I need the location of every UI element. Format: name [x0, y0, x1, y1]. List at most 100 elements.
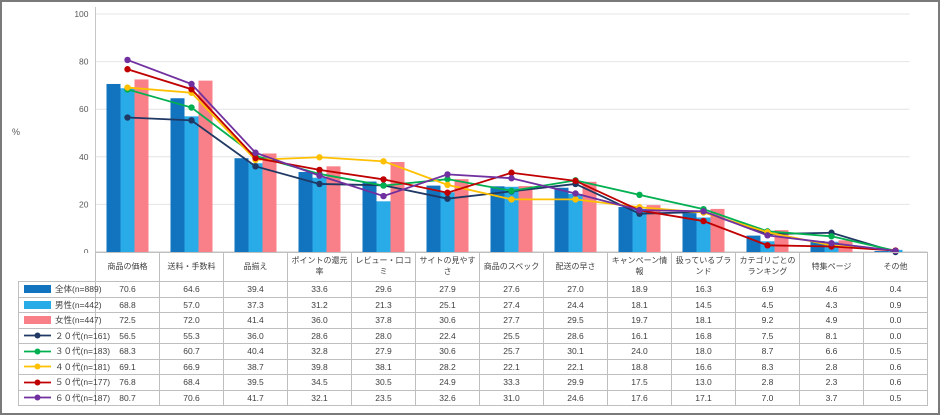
bar-0-5 [426, 185, 441, 252]
value-cell-4-9: 18.0 [671, 343, 736, 360]
column-header-9: 扱っているブランド [671, 252, 736, 282]
value-cell-3-7: 28.6 [543, 327, 608, 344]
marker-3-10 [764, 242, 771, 249]
bar-0-9 [682, 213, 697, 252]
legend-cell-2: 女性(n=447) [18, 312, 102, 329]
value-cell-0-0: 70.6 [95, 281, 160, 298]
marker-4-11 [828, 239, 835, 247]
value-cell-1-0: 68.8 [95, 296, 160, 313]
bar-0-3 [298, 172, 313, 252]
value-cell-3-3: 28.6 [287, 327, 352, 344]
legend-label: 女性(n=447) [55, 315, 102, 326]
column-header-11: 特集ページ [799, 252, 864, 282]
value-cell-2-4: 37.8 [351, 312, 416, 329]
value-cell-7-12: 0.5 [863, 389, 928, 406]
value-cell-5-10: 8.3 [735, 358, 800, 375]
value-cell-5-4: 38.1 [351, 358, 416, 375]
value-cell-6-8: 17.5 [607, 374, 672, 391]
marker-4-10 [764, 232, 771, 239]
value-cell-1-10: 4.5 [735, 296, 800, 313]
bar-2-7 [582, 181, 597, 252]
value-cell-4-8: 24.0 [607, 343, 672, 360]
table-row: ２０代(n=161) 56.5 55.3 36.0 28.6 28.0 22.4 25.5 28… [18, 327, 928, 344]
value-cell-4-7: 30.1 [543, 343, 608, 360]
value-cell-3-11: 8.1 [799, 327, 864, 344]
value-cell-6-12: 0.6 [863, 374, 928, 391]
value-cell-3-1: 55.3 [159, 327, 224, 344]
legend-entry: ４０代(n=181) [24, 361, 110, 373]
marker-3-6 [508, 169, 515, 176]
legend-cell-5: ４０代(n=181) [18, 358, 110, 375]
value-cell-1-12: 0.9 [863, 296, 928, 313]
bar-1-3 [312, 177, 327, 252]
table-body: 商品の価格 送料・手数料 品揃え ポイントの還元率 レビュー・口コミ サイトの見やすさ 商品… [18, 252, 928, 406]
legend-entry: ６０代(n=187) [24, 392, 110, 404]
table-row: ４０代(n=181) 69.1 66.9 38.7 39.8 38.1 28.2 22.1 22… [18, 358, 928, 375]
bar-0-7 [554, 187, 569, 252]
value-cell-6-5: 24.9 [415, 374, 480, 391]
column-header-7: 配送の早さ [543, 252, 608, 282]
bar-2-3 [326, 166, 341, 252]
legend-cell-7: ６０代(n=187) [18, 389, 110, 406]
value-cell-3-9: 16.8 [671, 327, 736, 344]
bar-0-6 [490, 186, 505, 252]
value-cell-0-4: 29.6 [351, 281, 416, 298]
value-cell-4-11: 6.6 [799, 343, 864, 360]
value-cell-0-7: 27.0 [543, 281, 608, 298]
legend-bar-swatch [24, 316, 51, 325]
value-cell-4-4: 27.9 [351, 343, 416, 360]
bar-1-4 [376, 201, 391, 252]
marker-3-2 [252, 154, 259, 162]
legend-cell-0: 全体(n=889) [18, 281, 102, 298]
marker-2-5 [444, 181, 451, 189]
marker-4-4 [380, 192, 387, 200]
marker-2-7 [572, 196, 579, 203]
bar-0-0 [106, 83, 121, 252]
value-cell-7-2: 41.7 [223, 389, 288, 406]
marker-3-4 [380, 176, 387, 183]
value-cell-7-4: 23.5 [351, 389, 416, 406]
legend-bar-swatch [24, 285, 51, 294]
marker-0-1 [188, 117, 195, 124]
legend-entry: ５０代(n=177) [24, 376, 110, 388]
legend-line-swatch [24, 332, 51, 339]
value-cell-4-1: 60.7 [159, 343, 224, 360]
value-cell-2-11: 4.9 [799, 312, 864, 329]
marker-1-11 [828, 233, 835, 240]
y-tick-40: 40 [79, 152, 89, 162]
value-cell-6-1: 68.4 [159, 374, 224, 391]
marker-3-1 [188, 86, 195, 93]
table-row: 女性(n=447) 72.5 72.0 41.4 36.0 37.8 30.6 27.7 29.… [18, 312, 928, 329]
value-cell-4-12: 0.5 [863, 343, 928, 360]
marker-1-8 [636, 191, 643, 199]
bar-2-8 [646, 205, 661, 252]
value-cell-7-0: 80.7 [95, 389, 160, 406]
y-tick-80: 80 [79, 57, 89, 67]
legend-label: ６０代(n=187) [55, 392, 111, 403]
column-header-8: キャンペーン情報 [607, 252, 672, 282]
value-cell-1-1: 57.0 [159, 296, 224, 313]
value-cell-4-5: 30.6 [415, 343, 480, 360]
value-cell-2-8: 19.7 [607, 312, 672, 329]
value-cell-6-7: 29.9 [543, 374, 608, 391]
legend-entry: 男性(n=442) [24, 299, 102, 311]
marker-3-7 [572, 177, 579, 185]
value-cell-3-5: 22.4 [415, 327, 480, 344]
y-tick-20: 20 [79, 199, 89, 209]
value-cell-3-4: 28.0 [351, 327, 416, 344]
y-axis-label: % [12, 127, 21, 137]
marker-2-4 [380, 158, 387, 165]
bar-2-6 [518, 186, 533, 252]
value-cell-0-10: 6.9 [735, 281, 800, 298]
value-cell-7-6: 31.0 [479, 389, 544, 406]
value-cell-5-3: 39.8 [287, 358, 352, 375]
value-cell-2-1: 72.0 [159, 312, 224, 329]
marker-1-1 [188, 104, 195, 111]
value-cell-2-12: 0.0 [863, 312, 928, 329]
value-cell-0-3: 33.6 [287, 281, 352, 298]
value-cell-0-9: 16.3 [671, 281, 736, 298]
value-cell-2-7: 29.5 [543, 312, 608, 329]
marker-3-9 [700, 217, 707, 225]
combo-chart: 0 20 40 60 80 100 [74, 7, 928, 257]
